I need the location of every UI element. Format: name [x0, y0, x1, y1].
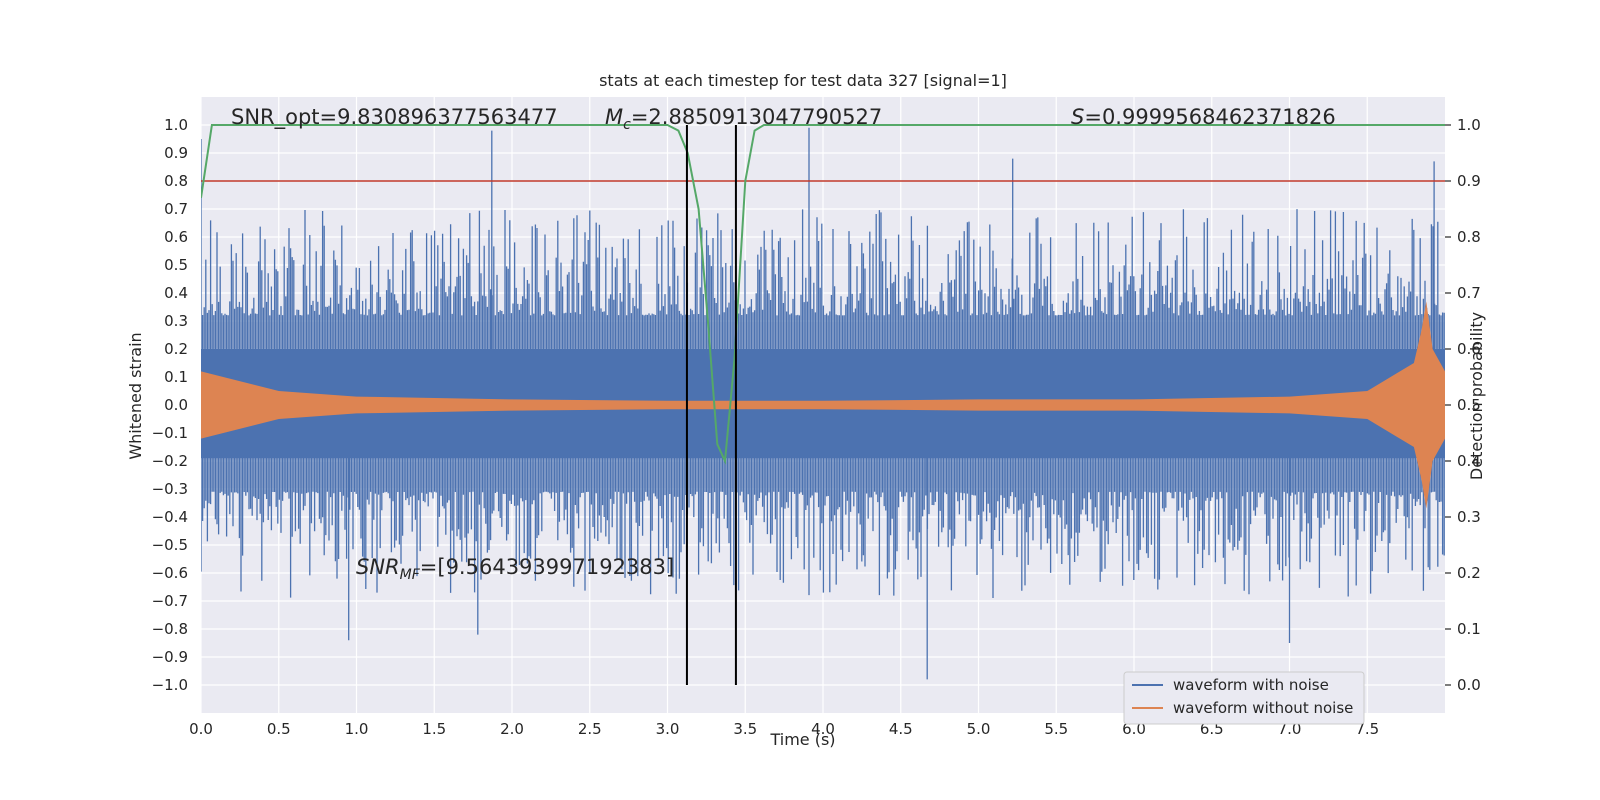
- x-tick-label: 3.0: [656, 720, 680, 738]
- y-tick-label: 0.4: [164, 284, 188, 302]
- y2-tick-label: 0.7: [1457, 284, 1481, 302]
- x-tick-label: 4.5: [889, 720, 913, 738]
- y-tick-label: −0.3: [152, 480, 188, 498]
- y-tick-label: −0.4: [152, 508, 188, 526]
- y2-tick-label: 0.9: [1457, 172, 1481, 190]
- x-tick-label: 7.5: [1355, 720, 1379, 738]
- y2-tick-label: 0.6: [1457, 340, 1481, 358]
- y-tick-label: −0.2: [152, 452, 188, 470]
- y-tick-label: 0.3: [164, 312, 188, 330]
- y-tick-label: 1.0: [164, 116, 188, 134]
- y-tick-label: 0.6: [164, 228, 188, 246]
- y2-tick-label: 1.0: [1457, 116, 1481, 134]
- y-axis-left: 1.0 0.9 0.8 0.7 0.6 0.5 0.4 0.3 0.2 0.1 0.0 −0.1 −0.…: [152, 116, 188, 694]
- y-tick-label: 0.1: [164, 368, 188, 386]
- annotation-s: S=0.9999568462371826: [1071, 105, 1336, 129]
- y2-tick-label: 0.2: [1457, 564, 1481, 582]
- chart-title: stats at each timestep for test data 327…: [599, 71, 1007, 90]
- y2-tick-label: 0.0: [1457, 676, 1481, 694]
- legend-label-clean: waveform without noise: [1173, 699, 1353, 717]
- y2-tick-label: 0.5: [1457, 396, 1481, 414]
- legend: waveform with noise waveform without noi…: [1123, 671, 1365, 725]
- x-tick-label: 1.5: [422, 720, 446, 738]
- y2-axis-label: Detection probability: [1467, 312, 1486, 480]
- y-tick-label: 0.8: [164, 172, 188, 190]
- y-tick-label: −0.7: [152, 592, 188, 610]
- x-tick-label: 0.5: [267, 720, 291, 738]
- y2-tick-label: 0.8: [1457, 228, 1481, 246]
- annotation-snr-opt: SNR_opt=9.830896377563477: [231, 105, 558, 130]
- detection-probability-series: [201, 124, 1445, 465]
- y-tick-label: 0.7: [164, 200, 188, 218]
- x-tick-label: 1.0: [345, 720, 369, 738]
- x-tick-label: 4.0: [811, 720, 835, 738]
- x-axis-label: Time (s): [769, 730, 835, 749]
- x-tick-label: 0.0: [189, 720, 213, 738]
- x-tick-label: 5.5: [1044, 720, 1068, 738]
- y-tick-label: 0.2: [164, 340, 188, 358]
- x-tick-label: 2.0: [500, 720, 524, 738]
- y-tick-label: −0.6: [152, 564, 188, 582]
- x-tick-label: 3.5: [733, 720, 757, 738]
- x-tick-label: 2.5: [578, 720, 602, 738]
- y2-tick-label: 0.4: [1457, 452, 1481, 470]
- probability-line: [201, 124, 1445, 465]
- annotation-chirp-mass: Mc=2.8850913047790527: [605, 105, 882, 133]
- y-tick-label: 0.0: [164, 396, 188, 414]
- clean-envelope: [201, 301, 1445, 509]
- y-tick-label: −0.1: [152, 424, 188, 442]
- y-axis-label: Whitened strain: [126, 332, 145, 459]
- y-tick-label: −1.0: [152, 676, 188, 694]
- y2-tick-label: 0.3: [1457, 508, 1481, 526]
- legend-box: [1123, 671, 1365, 725]
- vlines-group: [685, 125, 737, 685]
- annotation-snr-mf: SNRMF=[9.564393997192383]: [356, 555, 674, 583]
- y-tick-label: 0.5: [164, 256, 188, 274]
- y2-tick-label: 0.1: [1457, 620, 1481, 638]
- y-tick-label: −0.5: [152, 536, 188, 554]
- waveform-without-noise-series: [201, 301, 1445, 509]
- y-tick-label: −0.8: [152, 620, 188, 638]
- x-tick-label: 5.0: [967, 720, 991, 738]
- y-tick-label: 0.9: [164, 144, 188, 162]
- y-axis-right: 1.0 0.9 0.8 0.7 0.6 0.5 0.4 0.3 0.2 0.1 0.0: [1445, 116, 1481, 694]
- y-tick-label: −0.9: [152, 648, 188, 666]
- legend-label-noise: waveform with noise: [1173, 676, 1329, 694]
